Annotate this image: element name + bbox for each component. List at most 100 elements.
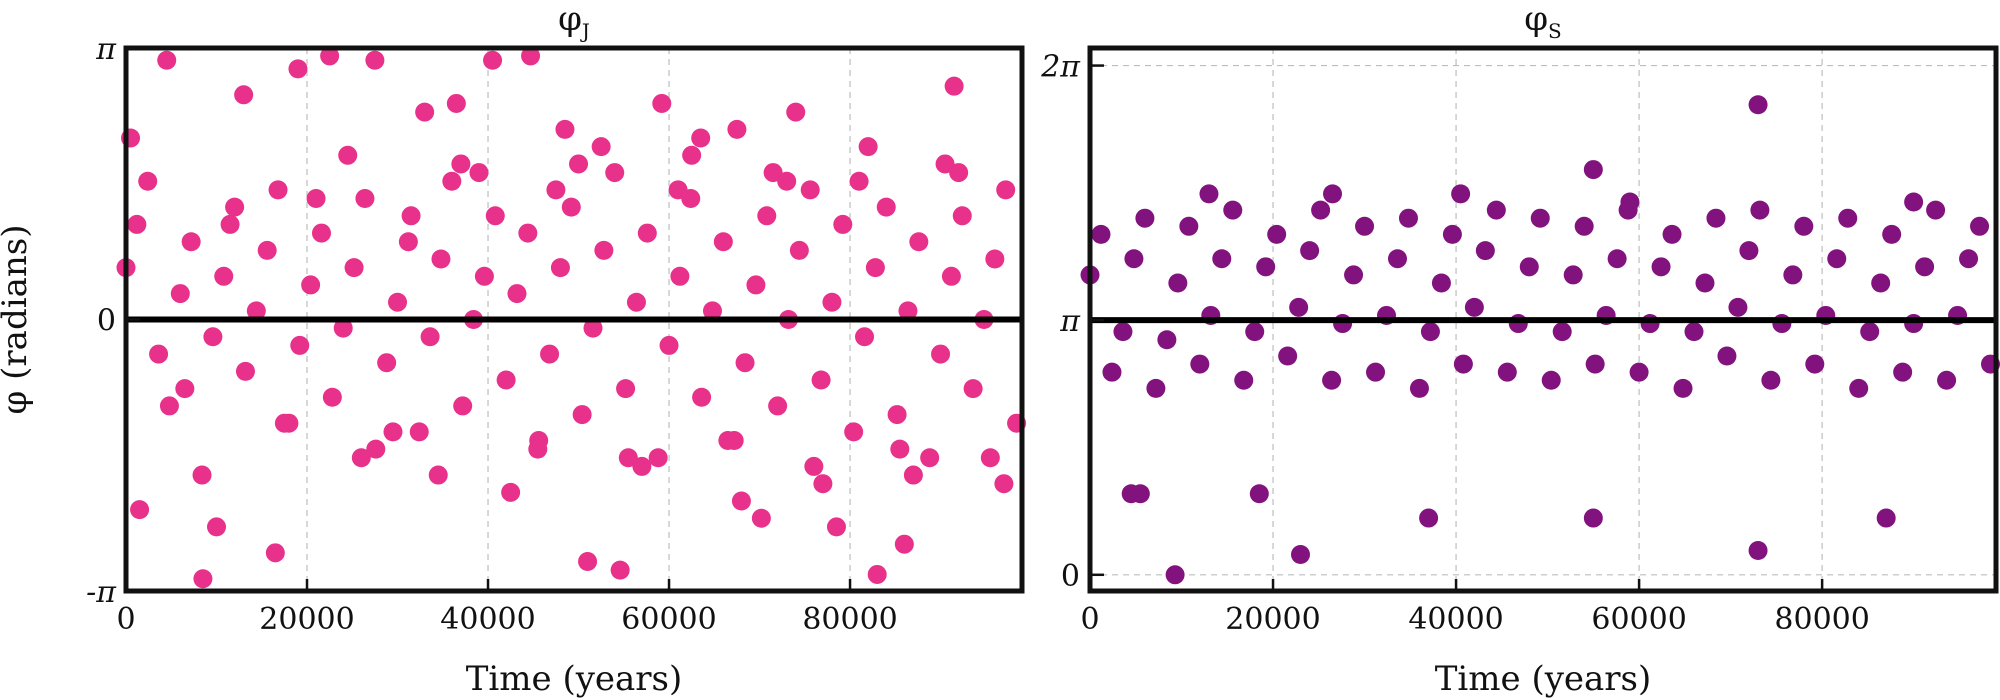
data-point	[175, 379, 195, 399]
data-point	[1322, 370, 1342, 390]
data-point	[731, 491, 751, 511]
data-point	[903, 465, 923, 485]
data-point	[1761, 370, 1781, 390]
data-point	[1311, 200, 1331, 220]
data-point	[804, 456, 824, 476]
data-point	[887, 405, 907, 425]
data-point	[203, 327, 223, 347]
data-point	[718, 430, 738, 450]
data-point	[1915, 257, 1935, 277]
data-point	[1256, 257, 1276, 277]
data-point	[1300, 241, 1320, 261]
data-point	[1165, 565, 1185, 585]
data-point	[1130, 484, 1150, 504]
data-point	[1146, 378, 1166, 398]
data-point	[1583, 508, 1603, 528]
data-point	[1585, 354, 1605, 374]
data-point	[1563, 265, 1583, 285]
data-point	[555, 119, 575, 139]
data-point	[682, 145, 702, 165]
data-point	[1695, 273, 1715, 293]
data-point	[1199, 184, 1219, 204]
data-point	[1673, 378, 1693, 398]
data-point	[652, 93, 672, 113]
x-tick-label: 80000	[802, 602, 897, 637]
data-point	[813, 474, 833, 494]
data-point	[931, 344, 951, 364]
title-symbol: φ	[1524, 0, 1548, 39]
data-point	[257, 240, 277, 260]
data-point	[1212, 249, 1232, 269]
data-point	[610, 560, 630, 580]
data-point	[1124, 249, 1144, 269]
data-point	[130, 500, 150, 520]
data-point	[963, 379, 983, 399]
data-point	[1168, 273, 1188, 293]
data-point	[757, 206, 777, 226]
data-point	[1574, 216, 1594, 236]
x-tick-label: 0	[1080, 602, 1099, 637]
data-point	[409, 422, 429, 442]
data-point	[561, 197, 581, 217]
data-point	[170, 284, 190, 304]
data-point	[355, 189, 375, 209]
data-point	[234, 85, 254, 105]
data-point	[1893, 362, 1913, 382]
data-point	[826, 517, 846, 537]
data-point	[944, 76, 964, 96]
data-point	[751, 508, 771, 528]
data-point	[1234, 370, 1254, 390]
data-point	[1750, 200, 1770, 220]
data-point	[849, 171, 869, 191]
data-point	[1717, 346, 1737, 366]
data-point	[626, 292, 646, 312]
data-point	[1344, 265, 1364, 285]
data-point	[594, 240, 614, 260]
data-point	[1333, 314, 1353, 334]
data-point	[591, 137, 611, 157]
panel-phi-s: 0 20000 40000 60000 80000 0 π 2π φS Time (years)	[1040, 0, 2000, 699]
data-point	[550, 258, 570, 278]
data-point	[333, 318, 353, 338]
data-point	[1135, 208, 1155, 228]
data-point	[496, 370, 516, 390]
data-point	[1179, 216, 1199, 236]
data-point	[235, 361, 255, 381]
data-point	[1497, 362, 1517, 382]
data-point	[763, 163, 783, 183]
data-point	[181, 232, 201, 252]
data-point	[1607, 249, 1627, 269]
data-point	[546, 180, 566, 200]
data-point	[1190, 354, 1210, 374]
data-point	[1827, 249, 1847, 269]
title-subscript: J	[580, 19, 590, 43]
data-point	[388, 292, 408, 312]
data-point	[220, 214, 240, 234]
data-point	[941, 266, 961, 286]
data-point	[1355, 216, 1375, 236]
data-point	[1748, 540, 1768, 560]
data-point	[192, 465, 212, 485]
data-point	[1783, 265, 1803, 285]
data-point	[1651, 257, 1671, 277]
data-point	[713, 232, 733, 252]
data-point	[159, 396, 179, 416]
data-point	[442, 171, 462, 191]
data-point	[1398, 208, 1418, 228]
data-point	[1486, 200, 1506, 220]
x-tick-label: 40000	[440, 602, 535, 637]
y-tick-label: 0	[97, 304, 116, 339]
data-point	[786, 102, 806, 122]
data-point	[225, 197, 245, 217]
data-point	[670, 266, 690, 286]
data-point	[894, 534, 914, 554]
data-point	[616, 379, 636, 399]
data-point	[290, 335, 310, 355]
data-point	[401, 206, 421, 226]
data-point	[909, 232, 929, 252]
data-point	[127, 214, 147, 234]
data-point	[1431, 273, 1451, 293]
data-point	[1882, 224, 1902, 244]
